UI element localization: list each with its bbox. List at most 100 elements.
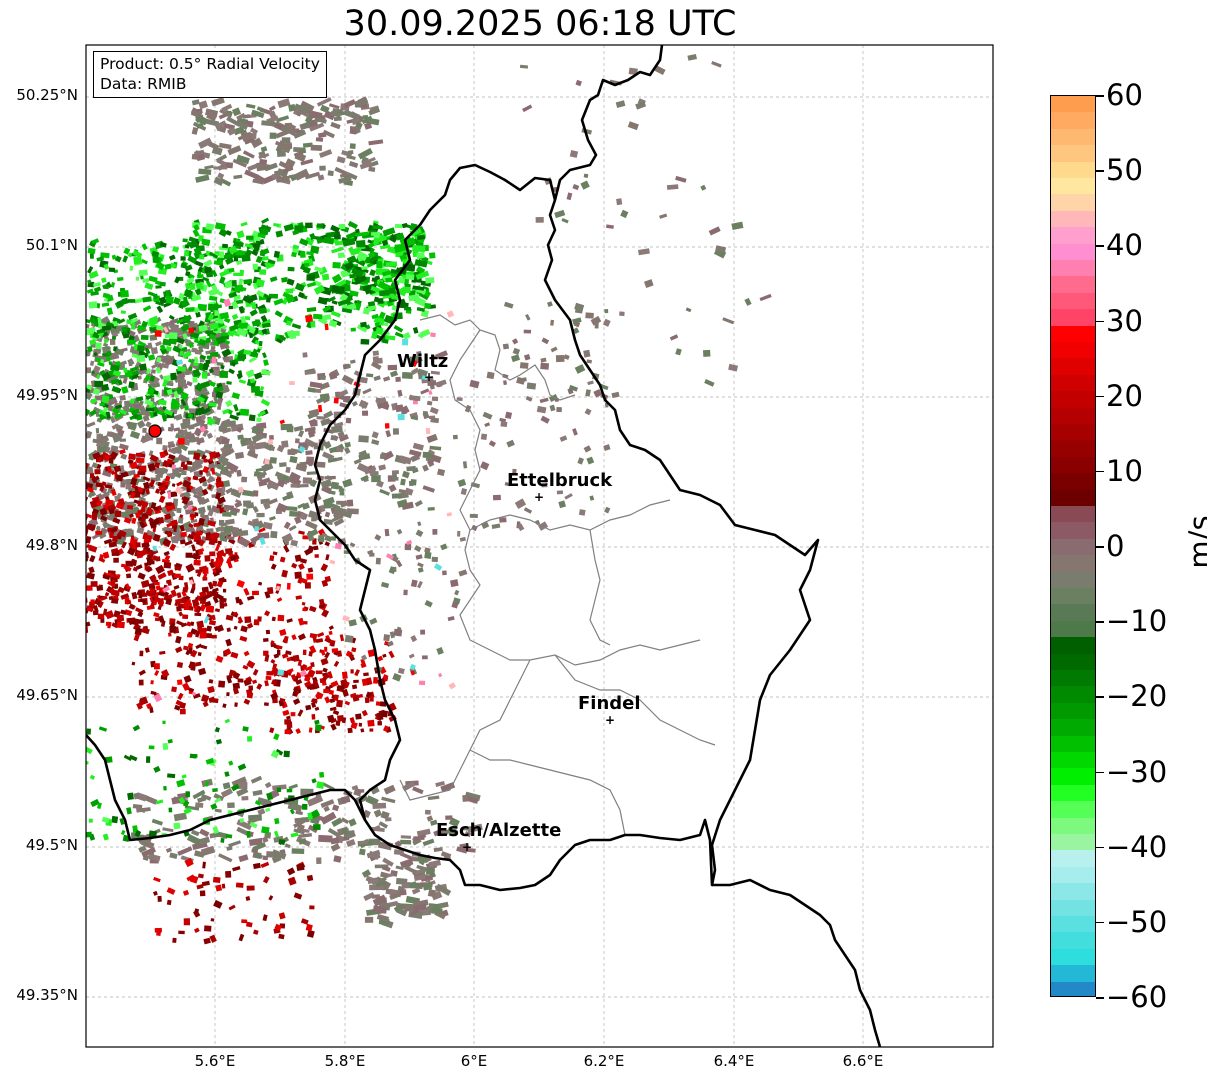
echo-pixel [346, 364, 351, 369]
echo-pixel [86, 465, 91, 473]
echo-pixel [119, 443, 129, 451]
colorbar-segment [1051, 145, 1095, 163]
echo-pixel [140, 579, 150, 588]
echo-pixel [221, 348, 232, 358]
echo-pixel [275, 585, 281, 591]
echo-pixel [286, 425, 294, 433]
echo-pixel [140, 410, 151, 417]
echo-pixel [303, 620, 308, 625]
echo-pixel [258, 340, 263, 347]
echo-pixel [205, 337, 211, 344]
echo-pixel [180, 461, 186, 468]
echo-pixel [218, 519, 225, 526]
echo-pixel [389, 287, 396, 294]
colorbar-tick [1096, 921, 1104, 924]
echo-pixel [247, 736, 253, 742]
colorbar-segment [1051, 522, 1095, 540]
echo-pixel [388, 650, 395, 659]
echo-pixel [371, 475, 381, 483]
echo-pixel [347, 727, 353, 734]
echo-pixel [456, 397, 463, 402]
echo-pixel [265, 675, 272, 680]
echo-pixel [237, 678, 244, 683]
echo-pixel [86, 367, 92, 374]
echo-pixel [492, 494, 501, 501]
echo-pixel [212, 595, 219, 604]
echo-pixel [136, 458, 145, 463]
echo-pixel [382, 653, 387, 658]
echo-pixel [172, 246, 180, 253]
echo-pixel [163, 409, 174, 416]
echo-pixel [215, 335, 226, 345]
echo-pixel [328, 689, 335, 695]
echo-pixel [139, 520, 146, 529]
echo-pixel [181, 496, 190, 505]
echo-pixel [129, 317, 139, 325]
echo-pixel [197, 303, 208, 312]
echo-pixel [149, 411, 154, 419]
echo-pixel [231, 392, 241, 400]
echo-pixel [194, 605, 202, 614]
echo-pixel [238, 322, 249, 329]
colorbar-segment [1051, 276, 1095, 294]
echo-pixel [101, 395, 110, 404]
echo-pixel [264, 610, 271, 617]
echo-pixel [110, 527, 118, 534]
echo-pixel [215, 481, 225, 489]
echo-pixel [132, 249, 143, 259]
echo-pixel [253, 236, 261, 242]
echo-pixel [88, 455, 95, 461]
echo-pixel [313, 313, 323, 320]
echo-pixel [109, 353, 120, 361]
echo-pixel [228, 669, 236, 677]
echo-pixel [322, 305, 332, 313]
echo-pixel [166, 530, 173, 538]
echo-pixel [86, 585, 92, 592]
echo-pixel [379, 289, 390, 297]
echo-pixel [173, 527, 177, 532]
echo-pixel [393, 324, 404, 333]
echo-pixel [351, 647, 357, 653]
echo-pixel [127, 470, 132, 476]
echo-pixel [261, 217, 270, 224]
echo-pixel [176, 507, 182, 514]
echo-pixel [105, 514, 115, 522]
echo-pixel [261, 826, 270, 834]
echo-pixel [540, 362, 550, 370]
echo-pixel [262, 352, 267, 359]
echo-pixel [101, 331, 109, 338]
echo-pixel [192, 228, 200, 238]
echo-pixel [211, 634, 217, 639]
echo-pixel [202, 465, 210, 474]
echo-pixel [103, 338, 109, 344]
echo-pixel [429, 252, 436, 259]
echo-pixel [163, 449, 169, 457]
echo-pixel [189, 331, 200, 340]
echo-pixel [87, 247, 96, 255]
echo-pixel [185, 649, 191, 656]
echo-pixel [251, 336, 259, 345]
echo-pixel [90, 397, 98, 405]
echo-pixel [263, 359, 269, 366]
echo-pixel [196, 538, 205, 547]
echo-pixel [287, 668, 294, 674]
echo-pixel [106, 281, 112, 289]
echo-pixel [392, 472, 398, 480]
echo-pixel [202, 627, 207, 632]
echo-pixel [259, 248, 270, 256]
echo-pixel [263, 638, 269, 642]
echo-pixel [192, 368, 201, 378]
echo-pixel [110, 338, 116, 345]
echo-pixel [86, 557, 89, 562]
echo-pixel [206, 633, 212, 639]
echo-pixel [191, 506, 198, 512]
echo-pixel [121, 386, 129, 394]
echo-pixel [256, 417, 262, 423]
echo-pixel [114, 412, 124, 420]
echo-pixel [211, 356, 217, 364]
echo-pixel [202, 701, 209, 708]
colorbar-segment [1051, 489, 1095, 507]
echo-pixel [226, 692, 230, 697]
echo-pixel [230, 651, 239, 659]
echo-pixel [179, 344, 183, 349]
